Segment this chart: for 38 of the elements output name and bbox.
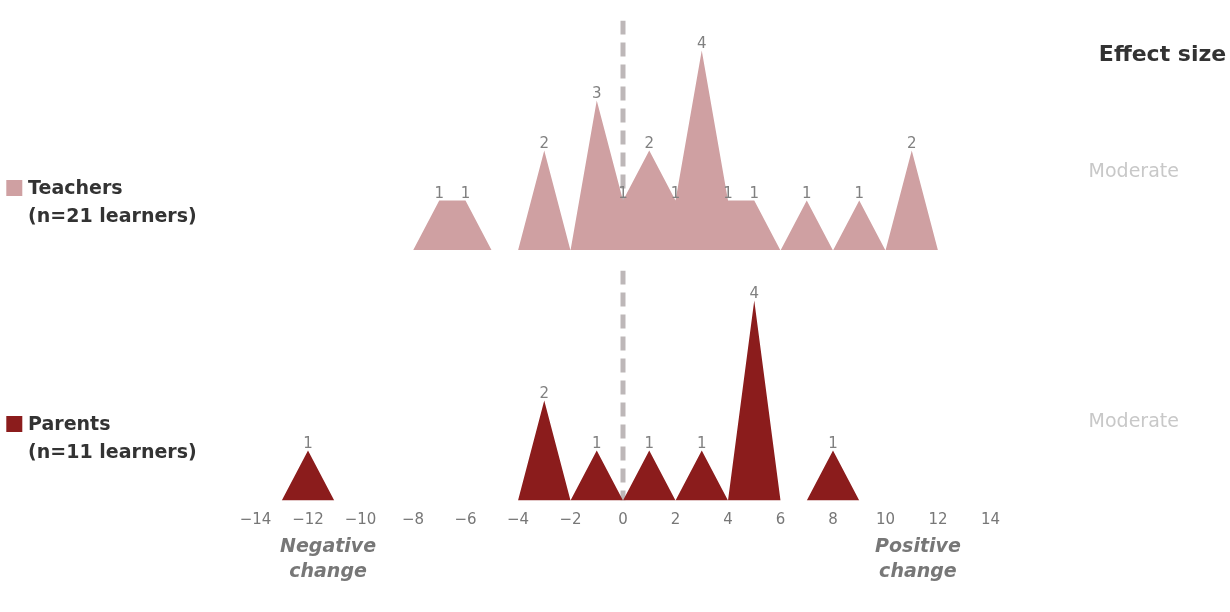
data-label: 1 <box>801 183 812 202</box>
text: Negative change <box>280 533 377 581</box>
x-tick-label: 8 <box>828 509 838 528</box>
x-tick-label: −2 <box>559 509 582 528</box>
data-label: 1 <box>696 433 707 452</box>
x-tick-label: −12 <box>292 509 324 528</box>
data-label: 3 <box>591 83 602 102</box>
x-tick-label: −6 <box>454 509 477 528</box>
data-label: 1 <box>460 183 471 202</box>
data-label: 1 <box>618 183 628 202</box>
x-tick-label: 4 <box>723 509 733 528</box>
data-label: 1 <box>828 433 838 452</box>
text: Positive change <box>875 533 961 581</box>
data-label: 4 <box>696 33 707 52</box>
data-label: 2 <box>539 133 550 152</box>
x-tick-label: 0 <box>618 509 628 528</box>
x-tick-label: −4 <box>506 509 530 528</box>
x-tick-label: 10 <box>875 509 896 528</box>
data-label: 2 <box>906 133 917 152</box>
text: Effect size <box>1098 40 1227 66</box>
x-tick-label: −10 <box>344 509 377 528</box>
x-tick-label: 6 <box>775 509 786 528</box>
data-label: 1 <box>303 433 313 452</box>
legend-label: Teachers (n=21 learners) <box>28 176 197 226</box>
data-label: 1 <box>644 433 655 452</box>
data-label: 2 <box>539 383 550 402</box>
x-tick-label: −14 <box>239 509 272 528</box>
data-label: 1 <box>434 183 445 202</box>
legend-label: Parents (n=11 learners) <box>28 412 197 462</box>
data-label: 4 <box>749 283 760 302</box>
x-tick-label: 14 <box>980 509 1001 528</box>
x-tick-label: 2 <box>670 509 681 528</box>
data-label: 1 <box>591 433 602 452</box>
x-tick-label: −8 <box>401 509 425 528</box>
data-label: 2 <box>644 133 655 152</box>
data-label: 1 <box>749 183 760 202</box>
data-label: 1 <box>854 183 865 202</box>
x-tick-label: 12 <box>928 509 948 528</box>
